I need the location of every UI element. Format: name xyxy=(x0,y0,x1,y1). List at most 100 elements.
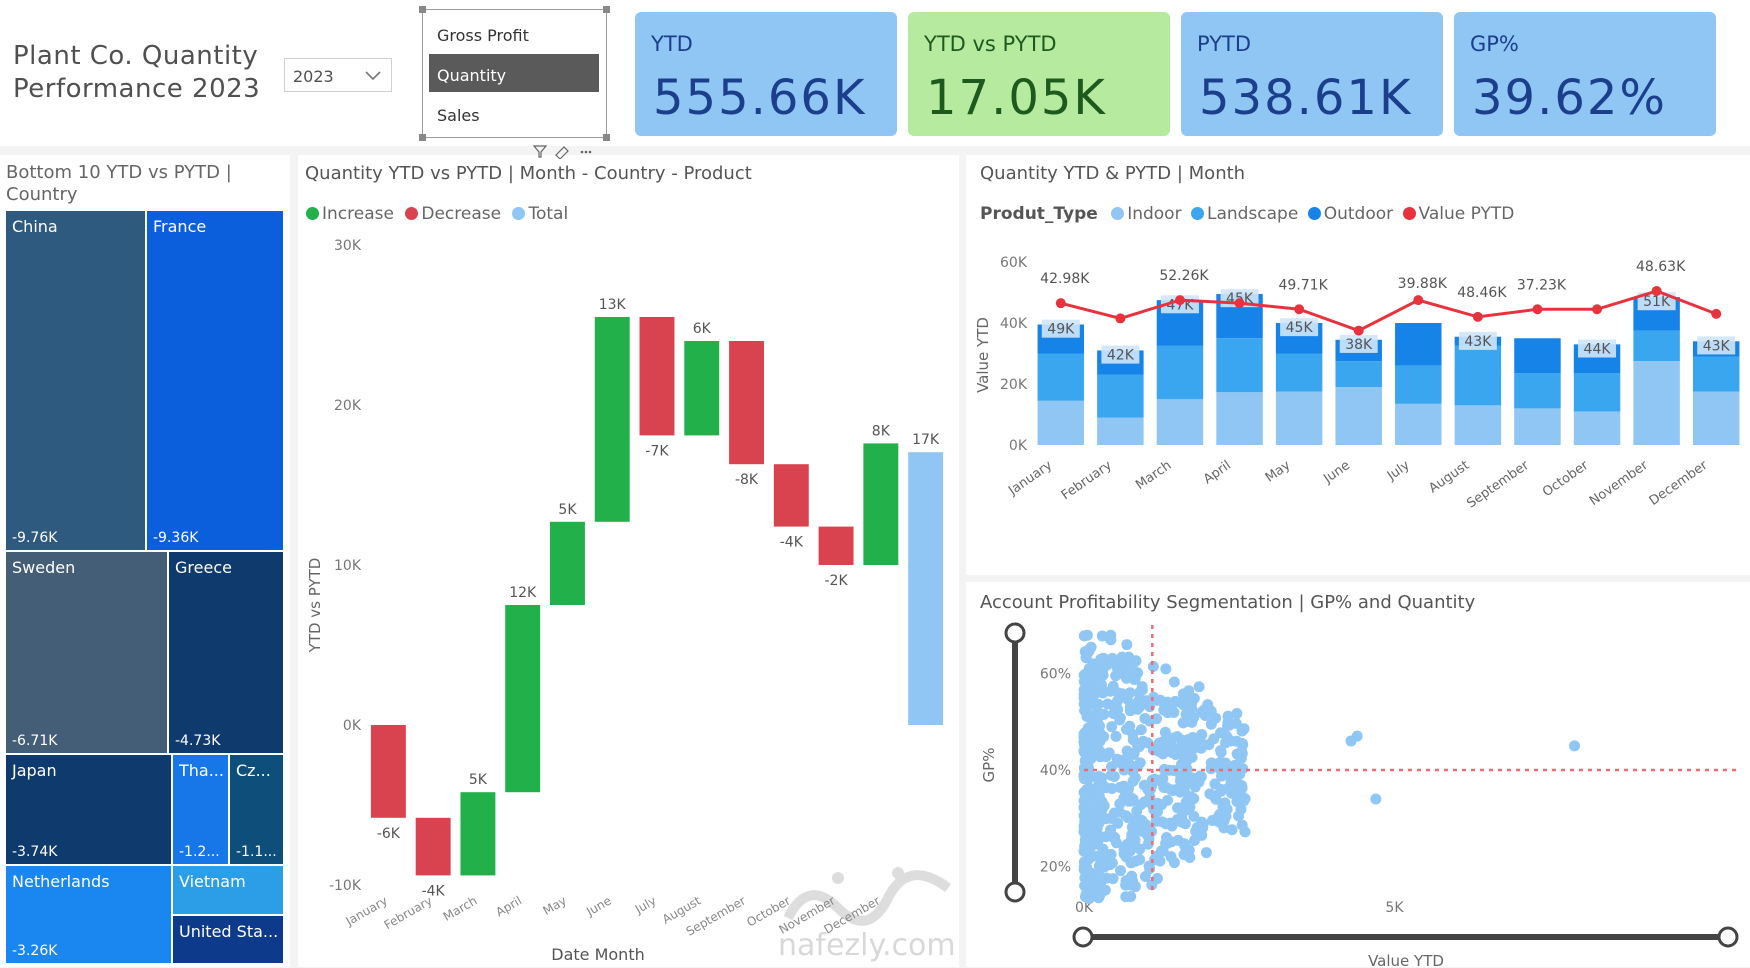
scatter-point xyxy=(1146,799,1158,811)
scatter-point xyxy=(1172,802,1184,814)
y-axis-title: YTD vs PYTD xyxy=(306,558,324,654)
stacked-bar-segment xyxy=(1156,399,1204,445)
scatter-point xyxy=(1219,797,1231,809)
x-tick-label: December xyxy=(1647,458,1711,509)
treemap-cell[interactable]: France -9.36K xyxy=(147,211,285,552)
treemap-cell-label: United Sta... xyxy=(179,922,279,941)
data-label-bg xyxy=(1041,319,1080,338)
data-label-bg xyxy=(1339,334,1378,353)
waterfall-bar xyxy=(773,464,809,527)
x-tick-label: July xyxy=(632,893,659,916)
legend-outdoor[interactable]: Outdoor xyxy=(1307,204,1393,224)
treemap-cell[interactable]: Sweden -6.71K xyxy=(6,552,169,755)
data-label: -4K xyxy=(422,883,446,899)
scatter-point xyxy=(1208,733,1220,745)
legend-increase[interactable]: Increase xyxy=(306,204,394,224)
treemap-cell[interactable]: Tha... -1.2... xyxy=(173,755,230,866)
scatter-point xyxy=(1090,687,1102,699)
line-data-label: 37.23K xyxy=(1517,277,1567,293)
pytd-point xyxy=(1472,311,1483,322)
year-dropdown[interactable]: 2023 xyxy=(284,58,392,92)
data-label: -4K xyxy=(780,535,804,551)
treemap-cell-label: China xyxy=(12,217,58,236)
data-label: 51K xyxy=(1643,294,1671,310)
slider-handle xyxy=(1004,622,1026,644)
y-tick-label: 60K xyxy=(1000,255,1028,271)
scatter-point xyxy=(1195,736,1207,748)
data-label: 43K xyxy=(1464,334,1492,350)
legend-landscape[interactable]: Landscape xyxy=(1190,204,1298,224)
treemap-cell[interactable]: United Sta... xyxy=(173,916,285,965)
scatter-point xyxy=(1168,744,1180,756)
x-tick-label: July xyxy=(1384,458,1413,484)
slicer-item-gross-profit[interactable]: Gross Profit xyxy=(437,26,529,45)
scatter-point xyxy=(1097,664,1109,676)
waterfall-bar xyxy=(505,605,541,793)
data-label: 12K xyxy=(509,585,537,601)
treemap-cell[interactable]: China -9.76K xyxy=(6,211,147,552)
scatter-point xyxy=(1117,754,1129,766)
x-tick-label: May xyxy=(1263,458,1294,486)
resize-handle[interactable] xyxy=(419,134,426,141)
scatter-point xyxy=(1177,735,1189,747)
line-data-label: 48.46K xyxy=(1457,285,1507,301)
scatter-point xyxy=(1121,639,1133,651)
treemap-cell[interactable]: Vietnam xyxy=(173,866,285,916)
pytd-line xyxy=(1060,289,1717,333)
kpi-label: YTD xyxy=(651,32,693,56)
scatter-point xyxy=(1079,755,1091,767)
resize-handle[interactable] xyxy=(603,134,610,141)
resize-handle[interactable] xyxy=(419,6,426,13)
scatter-point xyxy=(1120,810,1132,822)
waterfall-bar xyxy=(415,817,451,876)
treemap-cell-value: -4.73K xyxy=(175,733,221,749)
scatter-point xyxy=(1129,834,1141,846)
resize-handle[interactable] xyxy=(603,6,610,13)
pytd-point xyxy=(1234,298,1245,309)
scatter-point xyxy=(1095,831,1107,843)
scatter-point xyxy=(1114,798,1126,810)
scatter-point xyxy=(1098,853,1110,865)
scatter-point xyxy=(1186,751,1198,763)
treemap-cell[interactable]: Netherlands -3.26K xyxy=(6,866,173,965)
data-label-bg xyxy=(1458,331,1497,350)
scatter-point xyxy=(1092,698,1104,710)
data-label-bg xyxy=(1280,318,1319,337)
scatter-point xyxy=(1163,734,1175,746)
scatter-point xyxy=(1150,713,1162,725)
legend-total[interactable]: Total xyxy=(512,204,568,224)
treemap-cell[interactable]: Japan -3.74K xyxy=(6,755,173,866)
kpi-value: 17.05K xyxy=(926,70,1107,126)
slicer-item-quantity[interactable]: Quantity xyxy=(429,54,599,92)
slider-handle xyxy=(1004,881,1026,903)
scatter-point xyxy=(1135,724,1147,736)
treemap-cell-value: -3.26K xyxy=(12,943,58,959)
legend-decrease[interactable]: Decrease xyxy=(405,204,501,224)
x-tick-label: October xyxy=(1540,458,1592,501)
scatter-point xyxy=(1131,703,1143,715)
kpi-label: PYTD xyxy=(1197,32,1252,56)
treemap-cell[interactable]: Cz... -1.1... xyxy=(230,755,285,866)
stacked-bar-segment xyxy=(1454,405,1502,445)
kpi-card[interactable]: GP% 39.62% xyxy=(1454,12,1716,136)
kpi-card[interactable]: YTD vs PYTD 17.05K xyxy=(908,12,1170,136)
scatter-point xyxy=(1120,851,1132,863)
scatter-point xyxy=(1148,691,1160,703)
scatter-point xyxy=(1188,810,1200,822)
scatter-point xyxy=(1133,816,1145,828)
legend-value-pytd[interactable]: Value PYTD xyxy=(1402,204,1514,224)
kpi-card[interactable]: PYTD 538.61K xyxy=(1181,12,1443,136)
scatter-point xyxy=(1231,708,1243,720)
scatter-point xyxy=(1145,783,1157,795)
scatter-point xyxy=(1129,881,1141,893)
pytd-point xyxy=(1592,304,1603,315)
slicer-item-sales[interactable]: Sales xyxy=(437,106,480,125)
chevron-down-icon xyxy=(365,71,381,81)
stacked-bar-segment xyxy=(1692,391,1740,445)
legend-indoor[interactable]: Indoor xyxy=(1111,204,1182,224)
stacked-bar-segment xyxy=(1573,373,1621,412)
kpi-card[interactable]: YTD 555.66K xyxy=(635,12,897,136)
scatter-point xyxy=(1134,825,1146,837)
treemap-cell[interactable]: Greece -4.73K xyxy=(169,552,285,755)
y-tick-label: 0K xyxy=(343,718,362,734)
